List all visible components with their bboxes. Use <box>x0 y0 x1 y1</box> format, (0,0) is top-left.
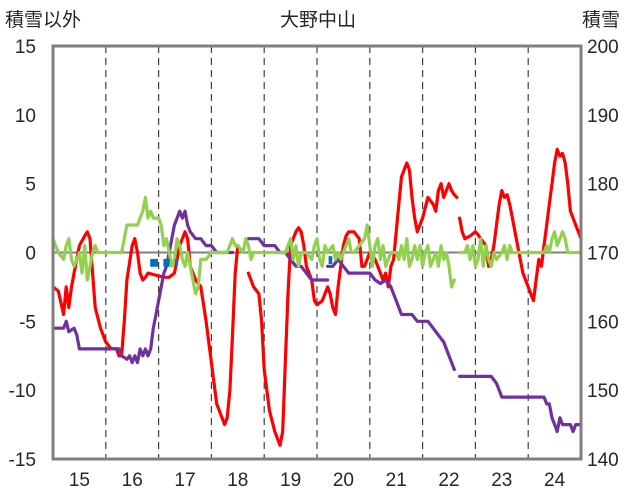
right-tick-label: 170 <box>587 244 619 265</box>
series-4-mark <box>150 258 158 267</box>
series-layer <box>51 147 583 447</box>
x-tick-label: 22 <box>438 470 459 491</box>
left-tick-label: 5 <box>25 175 36 196</box>
x-tick-label: 18 <box>227 470 248 491</box>
x-tick-label: 15 <box>69 470 90 491</box>
series-4-mark <box>328 256 333 264</box>
x-tick-label: 16 <box>122 470 143 491</box>
series-3-line <box>458 230 583 268</box>
plot-frame <box>51 44 583 461</box>
right-tick-label: 140 <box>587 450 619 471</box>
chart-title: 大野中山 <box>280 9 356 31</box>
right-tick-label: 160 <box>587 312 619 333</box>
x-tick-label: 19 <box>280 470 301 491</box>
right-tick-labels: 200 190 180 170 160 150 140 <box>587 37 619 471</box>
x-tick-label: 20 <box>333 470 354 491</box>
right-tick-label: 180 <box>587 175 619 196</box>
x-tick-label: 21 <box>386 470 407 491</box>
right-axis-label: 積雪 <box>582 9 620 31</box>
series-2-line <box>458 374 583 434</box>
series-4-mark <box>163 258 170 267</box>
series-1-line <box>246 161 459 447</box>
x-tick-label: 23 <box>491 470 512 491</box>
series-3-line <box>51 195 456 296</box>
x-tick-labels: 15 16 17 18 19 20 21 22 23 24 <box>69 470 566 491</box>
right-tick-label: 200 <box>587 37 619 58</box>
left-tick-label: -15 <box>9 450 36 471</box>
left-tick-label: -10 <box>9 381 36 402</box>
series-2-line <box>326 257 456 372</box>
left-tick-label: 15 <box>15 37 36 58</box>
left-tick-label: 0 <box>25 244 36 265</box>
left-tick-label: 10 <box>15 106 36 127</box>
x-tick-label: 17 <box>174 470 195 491</box>
right-tick-label: 190 <box>587 106 619 127</box>
series-2-line <box>246 237 330 282</box>
series-2-line <box>51 209 235 365</box>
left-tick-label: -5 <box>19 312 36 333</box>
left-tick-labels: 15 10 5 0 -5 -10 -15 <box>9 37 36 471</box>
right-tick-label: 150 <box>587 381 619 402</box>
left-axis-label: 積雪以外 <box>5 9 81 31</box>
series-1-line <box>51 230 240 427</box>
series-1-line <box>458 147 583 303</box>
x-tick-label: 24 <box>544 470 566 491</box>
series-4-mark <box>175 258 179 266</box>
